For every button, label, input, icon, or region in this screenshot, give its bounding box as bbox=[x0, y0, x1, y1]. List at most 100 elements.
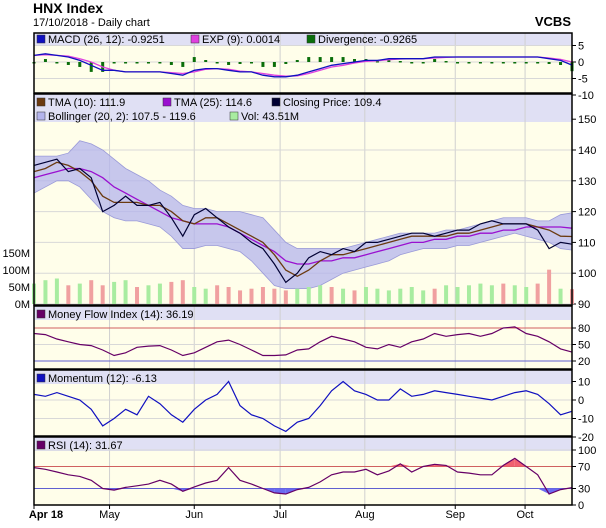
divergence-bar bbox=[169, 62, 173, 65]
x-axis-label: Jul bbox=[273, 509, 287, 521]
macd-legend-band bbox=[34, 33, 572, 45]
volume-bar bbox=[547, 269, 552, 304]
divergence-bar bbox=[501, 62, 505, 64]
divergence-swatch bbox=[306, 34, 316, 44]
divergence-bar bbox=[227, 62, 231, 65]
divergence-bar bbox=[375, 61, 379, 63]
divergence-bar bbox=[433, 59, 437, 62]
volume-bar bbox=[238, 290, 243, 304]
macd-tick-label: 5 bbox=[578, 41, 584, 53]
volume-bar bbox=[135, 287, 140, 304]
rsi-legend-label: RSI (14): 31.67 bbox=[48, 440, 123, 452]
divergence-bar bbox=[341, 57, 345, 62]
divergence-bar bbox=[272, 62, 276, 67]
price-tick-label: 140 bbox=[578, 145, 596, 157]
divergence-bar bbox=[238, 62, 242, 64]
volume-bar bbox=[112, 281, 117, 304]
volume-bar bbox=[318, 285, 323, 304]
mom-panel-border bbox=[33, 369, 573, 437]
divergence-bar bbox=[559, 62, 563, 65]
tma25-swatch bbox=[162, 97, 172, 107]
main-legend-band bbox=[34, 94, 572, 122]
rsi-tick-label: 100 bbox=[578, 445, 596, 457]
volume-tick-label: 50M bbox=[9, 282, 30, 294]
divergence-bar bbox=[410, 62, 414, 64]
divergence-bar bbox=[353, 59, 357, 62]
macd-legend-label: MACD (26, 12): -0.9251 bbox=[48, 34, 165, 46]
rsi-tick-label: 0 bbox=[578, 500, 584, 512]
x-axis-label: Jun bbox=[185, 509, 203, 521]
mfi-zone-fill bbox=[514, 326, 527, 328]
volume-bar bbox=[54, 278, 59, 304]
volume-bar bbox=[226, 287, 231, 304]
mfi-tick-label: 20 bbox=[578, 356, 590, 368]
divergence-bar bbox=[536, 62, 540, 64]
tma25-legend-label: TMA (25): 114.6 bbox=[174, 97, 252, 109]
divergence-bar bbox=[478, 62, 482, 64]
volume-bar bbox=[352, 290, 357, 304]
chart-subtitle: 17/10/2018 - Daily chart bbox=[33, 17, 150, 29]
momentum-tick-label: -10 bbox=[578, 414, 594, 426]
volume-bar bbox=[432, 288, 437, 304]
divergence-bar bbox=[66, 62, 70, 65]
price-tick-label: 130 bbox=[578, 176, 596, 188]
divergence-bar bbox=[112, 62, 116, 64]
rsi-zone-fill bbox=[182, 488, 195, 492]
closing-price-line bbox=[33, 158, 573, 284]
divergence-bar bbox=[490, 62, 494, 64]
mfi-tick-label: 50 bbox=[578, 340, 590, 352]
mfi-tick-label: 80 bbox=[578, 323, 590, 335]
x-axis-label: Apr 18 bbox=[29, 509, 63, 521]
volume-bar bbox=[169, 281, 174, 304]
divergence-bar bbox=[146, 62, 150, 64]
volume-bar bbox=[157, 283, 162, 304]
divergence-bar bbox=[124, 62, 128, 64]
momentum-tick-label: -20 bbox=[578, 432, 594, 444]
volume-bar bbox=[123, 280, 128, 304]
divergence-legend-label: Divergence: -0.9265 bbox=[318, 34, 417, 46]
volume-bar bbox=[43, 280, 48, 304]
x-axis-label: Sep bbox=[445, 509, 465, 521]
volume-bar bbox=[398, 288, 403, 304]
volume-bar bbox=[375, 288, 380, 304]
macd-tick-label: -10 bbox=[578, 90, 594, 102]
volume-bar bbox=[329, 287, 334, 304]
divergence-bar bbox=[387, 59, 391, 62]
volume-bar bbox=[341, 288, 346, 304]
x-axis-label: Aug bbox=[355, 509, 375, 521]
mfi-panel-border bbox=[33, 305, 573, 370]
momentum-legend-label: Momentum (12): -6.13 bbox=[48, 373, 157, 385]
volume-bar bbox=[100, 285, 105, 304]
divergence-bar bbox=[284, 62, 288, 64]
volume-bar bbox=[306, 287, 311, 304]
divergence-bar bbox=[158, 62, 162, 64]
tma10-swatch bbox=[36, 97, 46, 107]
price-tick-label: 100 bbox=[578, 268, 596, 280]
bollinger-swatch bbox=[36, 111, 46, 121]
main-panel-border bbox=[33, 93, 573, 306]
volume-bar bbox=[295, 288, 300, 304]
volume-bar bbox=[146, 285, 151, 304]
volume-bar bbox=[192, 287, 197, 304]
volume-bar bbox=[421, 290, 426, 304]
divergence-bar bbox=[43, 59, 47, 62]
volume-bar bbox=[363, 287, 368, 304]
volume-bar bbox=[89, 280, 94, 304]
volume-bar bbox=[558, 288, 563, 304]
divergence-bar bbox=[307, 57, 311, 62]
rsi-tick-label: 70 bbox=[578, 462, 590, 474]
mfi-swatch bbox=[36, 309, 46, 319]
volume-bar bbox=[478, 283, 483, 304]
divergence-bar bbox=[249, 62, 253, 64]
macd-panel-border bbox=[33, 32, 573, 94]
macd-tick-label: 0 bbox=[578, 57, 584, 69]
volume-tick-label: 150M bbox=[2, 248, 30, 260]
volume-bar bbox=[489, 285, 494, 304]
volume-bar bbox=[283, 290, 288, 304]
price-tick-label: 90 bbox=[578, 299, 590, 311]
momentum-swatch bbox=[36, 373, 46, 383]
bollinger-legend-label: Bollinger (20, 2): 107.5 - 119.6 bbox=[48, 111, 196, 123]
price-tick-label: 150 bbox=[578, 114, 596, 126]
volume-bar bbox=[535, 283, 540, 304]
